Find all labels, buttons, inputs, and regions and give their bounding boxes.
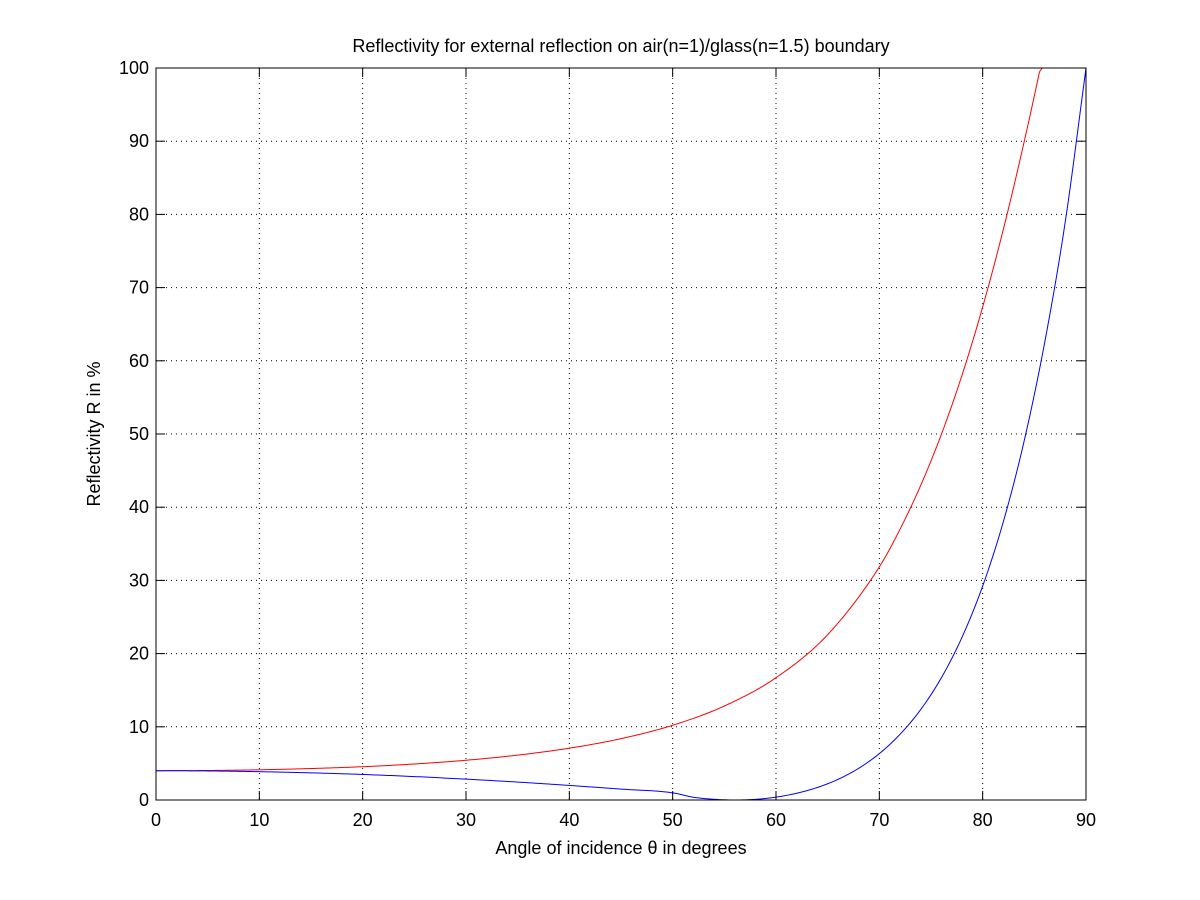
axis-ticks: 0 10 20 30 40 50 60 70 80 90 0 10 20 30 40 50 60 70 80 90 10… (119, 58, 1096, 830)
y-tick-label: 80 (129, 204, 149, 224)
chart-title: Reflectivity for external reflection on … (352, 36, 889, 56)
grid-lines (156, 68, 1086, 800)
y-tick-label: 60 (129, 351, 149, 371)
x-tick-label: 10 (249, 810, 269, 830)
x-tick-label: 20 (353, 810, 373, 830)
data-series (155, 67, 1087, 801)
series-line-1 (155, 67, 1086, 772)
x-tick-label: 90 (1076, 810, 1096, 830)
x-tick-label: 30 (456, 810, 476, 830)
y-tick-label: 70 (129, 278, 149, 298)
series-line-2 (155, 67, 1087, 801)
y-tick-label: 0 (139, 790, 149, 810)
x-tick-label: 0 (151, 810, 161, 830)
y-tick-label: 100 (119, 58, 149, 78)
x-tick-label: 80 (973, 810, 993, 830)
x-tick-label: 50 (663, 810, 683, 830)
y-axis-label: Reflectivity R in % (84, 361, 104, 506)
x-axis-label: Angle of incidence θ in degrees (495, 838, 746, 858)
y-tick-label: 20 (129, 644, 149, 664)
y-tick-label: 90 (129, 131, 149, 151)
x-tick-label: 40 (559, 810, 579, 830)
x-tick-label: 70 (869, 810, 889, 830)
y-tick-label: 30 (129, 570, 149, 590)
y-tick-label: 50 (129, 424, 149, 444)
y-tick-label: 40 (129, 497, 149, 517)
y-tick-label: 10 (129, 717, 149, 737)
x-tick-label: 60 (766, 810, 786, 830)
